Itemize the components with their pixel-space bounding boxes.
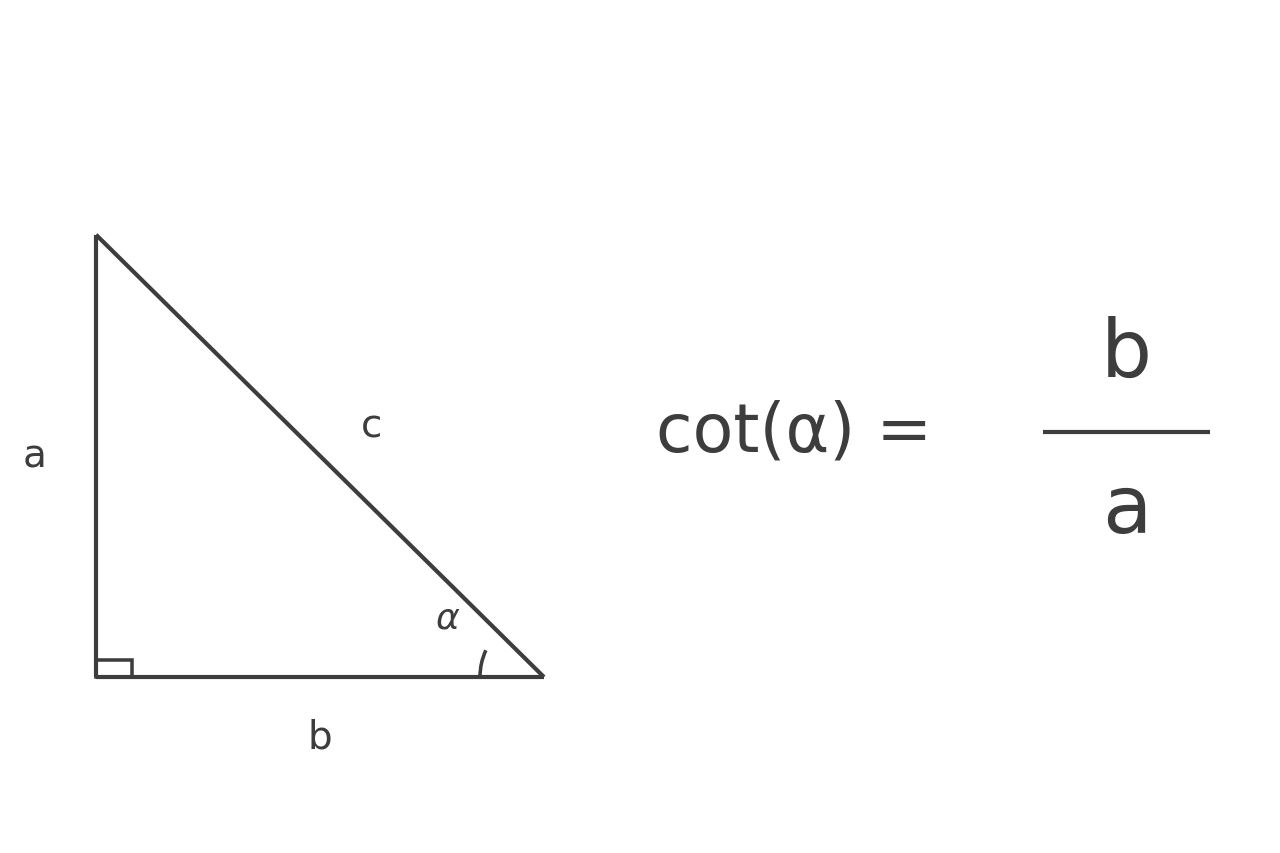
Text: cot(α) =: cot(α) =	[655, 399, 932, 466]
Text: a: a	[23, 438, 46, 475]
Bar	[627, 776, 653, 783]
Text: a: a	[1102, 471, 1151, 549]
Text: b: b	[1101, 316, 1152, 394]
Text: α: α	[436, 601, 460, 635]
Text: b: b	[307, 718, 333, 756]
Text: www.inchcalculator.com: www.inchcalculator.com	[489, 823, 791, 847]
Bar	[96, 660, 132, 677]
Text: c: c	[361, 408, 381, 445]
Bar	[626, 775, 654, 813]
Text: Cotangent Formula: Cotangent Formula	[187, 33, 1093, 125]
